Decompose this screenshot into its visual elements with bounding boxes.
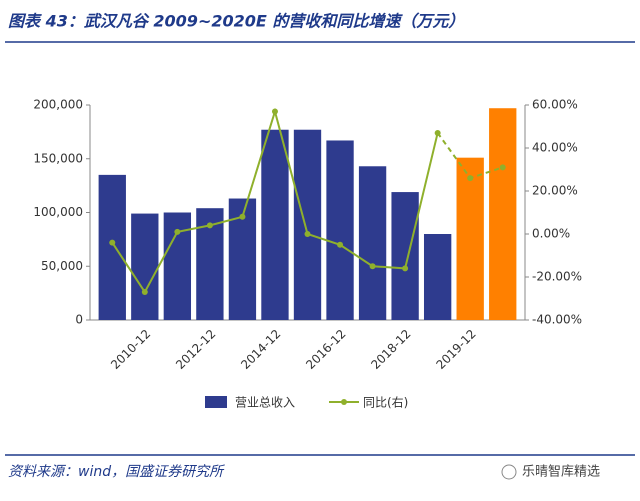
watermark-icon: [501, 464, 517, 480]
legend-label: 营业总收入: [235, 396, 295, 410]
y2-tick-label: 0.00%: [532, 227, 570, 241]
line-point: [304, 231, 311, 237]
bar: [358, 166, 387, 320]
source: 资料来源：wind，国盛证券研究所: [8, 464, 225, 480]
line-point: [434, 129, 441, 136]
bar: [131, 213, 159, 320]
legend-swatch: [205, 396, 227, 408]
line-point: [337, 241, 344, 248]
chart-title: 图表 43：武汉凡谷 2009~2020E 的营收和同比增速（万元）: [8, 12, 464, 31]
y2-tick-label: -40.00%: [532, 313, 582, 327]
line-point: [369, 263, 376, 270]
y-tick-label: 0: [75, 313, 83, 327]
bar: [423, 234, 452, 320]
bar: [261, 129, 289, 320]
line-point: [174, 228, 181, 235]
bar: [98, 174, 126, 320]
bar: [489, 108, 517, 320]
x-tick-label: 2012-12: [173, 327, 218, 372]
y-tick-label: 200,000: [33, 98, 83, 112]
x-tick-label: 2014-12: [238, 327, 283, 372]
line-point: [141, 289, 148, 296]
x-tick-label: 2018-12: [368, 327, 413, 372]
line-point: [467, 175, 474, 182]
line-point: [239, 213, 246, 220]
y2-tick-label: 60.00%: [532, 98, 578, 112]
bar: [326, 140, 354, 320]
bar: [163, 212, 192, 320]
x-tick-label: 2016-12: [303, 327, 348, 372]
y2-tick-label: -20.00%: [532, 270, 582, 284]
watermark: 乐晴智库精选: [522, 464, 600, 480]
y-tick-label: 100,000: [33, 205, 83, 219]
line-point: [499, 164, 506, 171]
y2-tick-label: 40.00%: [532, 141, 578, 155]
line-point: [402, 265, 409, 272]
y-tick-label: 150,000: [33, 151, 83, 165]
y-tick-label: 50,000: [41, 259, 83, 273]
legend-label: 同比(右): [363, 395, 408, 410]
bar: [293, 129, 322, 320]
x-tick-label: 2010-12: [108, 327, 153, 372]
bar: [391, 192, 419, 320]
y2-tick-label: 20.00%: [532, 184, 578, 198]
x-tick-label: 2019-12: [433, 327, 478, 372]
line-point: [206, 222, 213, 229]
legend-swatch: [341, 399, 347, 405]
line-point: [271, 108, 278, 115]
line-point: [109, 239, 116, 246]
bar: [456, 157, 484, 320]
